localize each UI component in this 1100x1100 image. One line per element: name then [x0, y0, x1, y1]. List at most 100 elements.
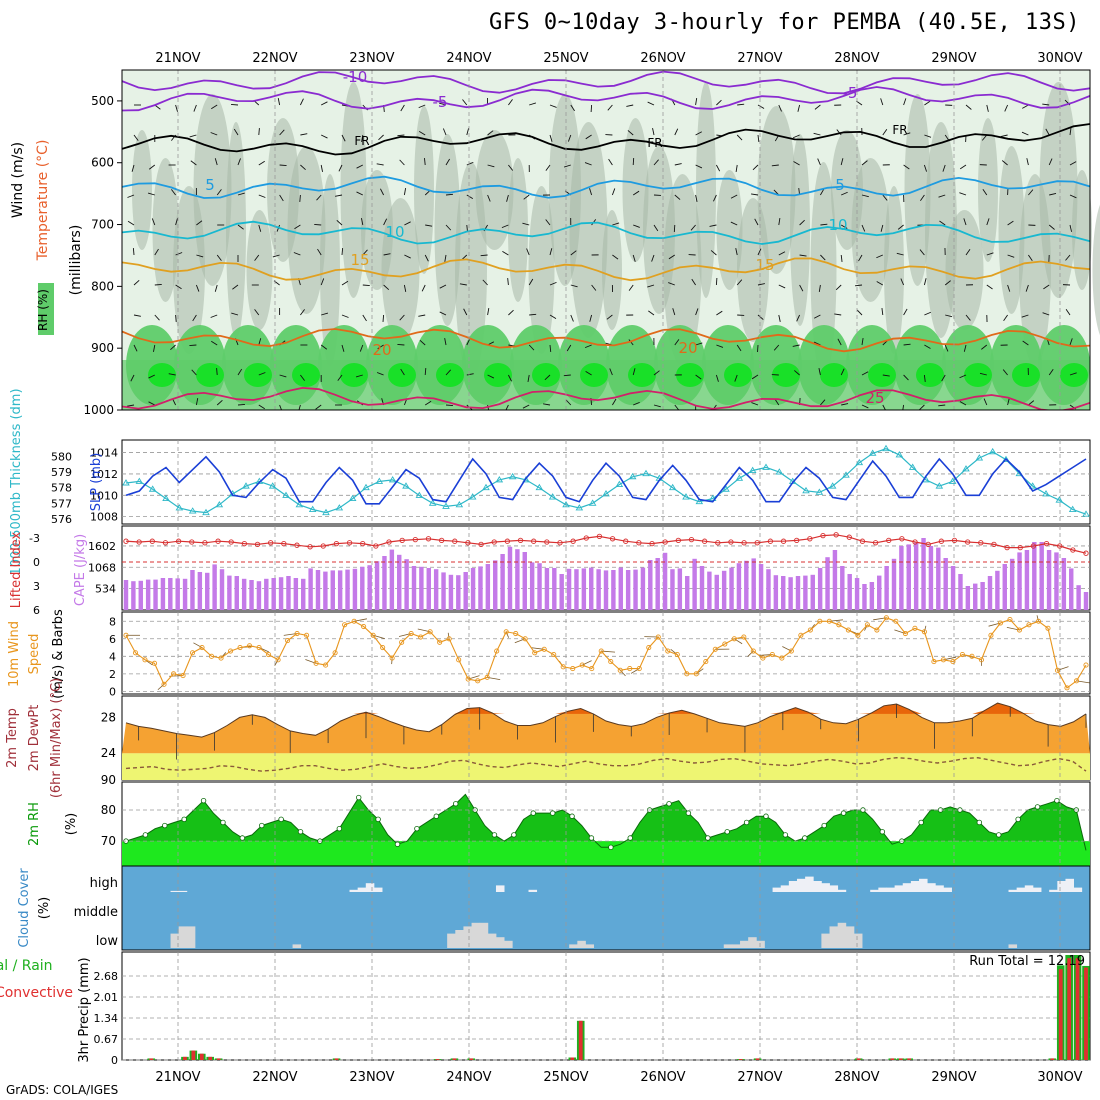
wind-barb: [127, 220, 135, 226]
cloud-low-bar: [731, 944, 741, 948]
wind-barb: [355, 374, 363, 378]
wind-barb: [487, 164, 495, 168]
wind-speed-point: [769, 652, 775, 658]
lifted-index-point: [517, 537, 524, 544]
cloud-low-bar: [837, 922, 847, 948]
wind-barb: [965, 104, 972, 110]
lifted-index-point: [425, 536, 432, 542]
wind-barb: [132, 247, 135, 256]
wind-barb: [341, 134, 346, 142]
wind-barb: [1069, 338, 1073, 346]
cape-bar: [803, 575, 808, 610]
thickness-point: [442, 502, 450, 509]
wind-tick-label: 8: [109, 615, 116, 628]
cape-bar: [227, 575, 232, 610]
wind-barb: [316, 194, 322, 201]
date-label-bottom: 28NOV: [834, 1070, 879, 1085]
cape-bar: [1017, 552, 1022, 610]
rh-line: [125, 793, 1087, 851]
rh-bright-patch: [1012, 363, 1040, 387]
cloud-low-bar: [740, 940, 749, 948]
wind-speed-point: [370, 632, 376, 638]
lifted-index-point: [688, 536, 695, 543]
cloud-low-bar: [479, 922, 489, 948]
date-label-bottom: 25NOV: [543, 1070, 588, 1085]
wind-barb: [734, 374, 738, 382]
wind-speed-point: [342, 622, 348, 628]
cape-bar: [618, 567, 623, 610]
wind-barb: [653, 224, 659, 232]
cloud-low-bar: [463, 926, 472, 948]
temp-ylabel: 2m Temp: [5, 708, 20, 768]
wind-barb: [1000, 134, 1008, 138]
wind-barb: [418, 314, 426, 317]
wind-barb: [792, 344, 800, 347]
wind-barb: [938, 194, 946, 198]
lifted-index-point: [820, 532, 826, 539]
wind-barb: [861, 371, 869, 376]
wind-barb: [965, 314, 971, 321]
thickness-point: [215, 500, 224, 508]
wind-barb: [672, 308, 676, 316]
wind-barb: [609, 368, 613, 376]
thickness-point: [1082, 510, 1090, 517]
wind-barb: [337, 374, 343, 381]
wind-barb: [523, 194, 530, 200]
rh-grey-patch: [193, 94, 232, 286]
wind-barb: [216, 189, 222, 196]
thickness-point: [588, 499, 597, 506]
lifted-index-point: [728, 539, 734, 545]
cape-bar: [714, 574, 719, 610]
cape-bar: [544, 568, 550, 610]
upper-air-wind-label: Wind (m/s): [10, 142, 26, 218]
lifted-index-point: [465, 540, 471, 546]
cape-bar: [662, 552, 668, 610]
wind-barb: [757, 104, 765, 109]
cape-bar: [1069, 568, 1074, 610]
wind-barb: [549, 314, 557, 319]
lifted-index-point: [964, 539, 971, 545]
cape-bar: [1009, 558, 1015, 610]
cape-bar: [958, 574, 963, 610]
wind-barb: [211, 340, 218, 346]
surface-wind-barb: [193, 642, 203, 648]
wind-barb: [403, 188, 407, 196]
rh-point: [511, 832, 517, 838]
cape-bar: [950, 566, 956, 610]
wind-barb: [959, 192, 967, 196]
wind-barb: [1007, 284, 1011, 292]
cloud-low-bar: [748, 937, 757, 948]
wind-barb: [421, 284, 426, 292]
lifted-index-point: [241, 540, 248, 547]
cape-bar: [500, 554, 505, 610]
cape-bar: [611, 570, 616, 610]
wind-barb: [1045, 128, 1050, 136]
rh-point: [181, 816, 187, 823]
wind-barb: [757, 283, 765, 286]
precip-convective-bar: [738, 1059, 743, 1060]
cloud-low-bar: [756, 940, 765, 948]
wind-tick-label: 6: [109, 633, 116, 646]
wind-barb: [1025, 284, 1029, 292]
slp-ylabel: SLP (mb): [89, 453, 104, 512]
cape-bar: [862, 584, 867, 610]
rh-point: [162, 822, 168, 829]
cape-bar: [256, 581, 262, 610]
wind-speed-point: [826, 618, 832, 624]
lifted-index-point: [715, 540, 721, 546]
cape-bar: [869, 582, 875, 610]
lifted-index-point: [268, 540, 274, 546]
wind-barb: [1065, 308, 1071, 316]
thickness-point: [908, 463, 917, 470]
wind-speed-point: [513, 630, 519, 637]
wind-speed-point: [1007, 616, 1013, 623]
wind-barb: [258, 224, 262, 232]
wind-barb: [299, 98, 304, 106]
surface-wind-barb: [505, 631, 509, 638]
wind-barb: [794, 370, 800, 376]
contour-label: -10: [343, 68, 368, 86]
thickness-point: [308, 505, 317, 512]
wind-barb: [362, 284, 370, 287]
wind-barb: [338, 164, 343, 172]
wind-barb: [424, 367, 427, 376]
